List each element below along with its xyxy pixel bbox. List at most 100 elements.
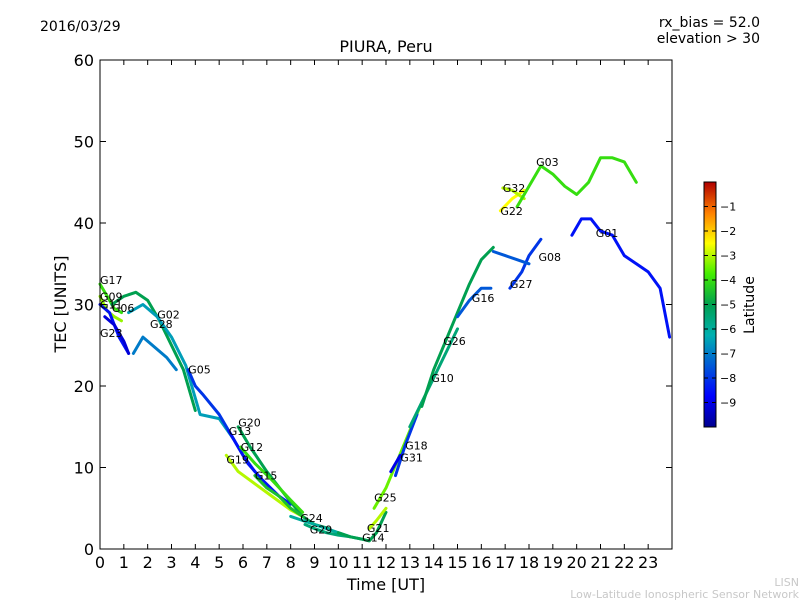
x-tick-label: 19 (543, 553, 563, 572)
bias-label: rx_bias = 52.0 (659, 15, 760, 31)
series-label-g05: G05 (188, 364, 211, 377)
colorbar-tick-label: −6 (720, 323, 736, 336)
series-line-g26 (420, 245, 495, 408)
footer-network: Low-Latitude Ionospheric Sensor Network (570, 588, 799, 600)
series-label-g26: G26 (443, 335, 466, 348)
x-tick-label: 9 (309, 553, 319, 572)
x-tick-label: 2 (143, 553, 153, 572)
colorbar-ticks: −1 −2 −3 −4 −5 −6 −7 −8 −9 (704, 201, 736, 410)
series-label-g31: G31 (400, 452, 423, 465)
x-tick-label: 18 (519, 553, 539, 572)
series-label-g11: G11 (100, 299, 123, 312)
series-label-g12: G12 (241, 441, 264, 454)
series-line-g22 (498, 188, 526, 213)
series-label-g29: G29 (310, 523, 333, 536)
x-tick-label: 21 (590, 553, 610, 572)
series-label-g02: G02 (157, 308, 180, 321)
series-line-g32 (501, 186, 526, 201)
colorbar-tick-label: −1 (720, 201, 736, 214)
series-label-g10: G10 (431, 372, 454, 385)
series-label-g15: G15 (255, 470, 278, 483)
y-tick-label: 30 (74, 296, 94, 315)
series-line-g18 (394, 413, 419, 478)
series-line-g17 (98, 282, 123, 315)
series-layer (98, 156, 672, 543)
x-tick-label: 5 (214, 553, 224, 572)
x-axis: 0 1 2 3 4 5 6 7 8 9 10 11 12 13 14 15 16 17 18 19 20 21 22 23 (95, 60, 658, 572)
x-tick-label: 17 (495, 553, 515, 572)
series-label-g23: G23 (100, 327, 123, 340)
series-line-g02 (127, 303, 235, 441)
series-line-g12 (239, 445, 305, 514)
series-line-g14 (336, 510, 388, 543)
y-tick-label: 10 (74, 459, 94, 478)
x-axis-label: Time [UT] (346, 575, 425, 594)
x-tick-label: 12 (376, 553, 396, 572)
plot-frame (99, 59, 673, 550)
y-axis: 0 10 20 30 40 50 60 (74, 51, 672, 559)
series-label-g19: G19 (226, 453, 249, 466)
series-label-g32: G32 (503, 182, 526, 195)
chart-title: PIURA, Peru (339, 37, 432, 56)
series-line-g06 (110, 290, 197, 412)
colorbar-tick-label: −4 (720, 274, 736, 287)
x-tick-label: 11 (352, 553, 372, 572)
series-label-g13: G13 (229, 425, 252, 438)
series-line-g03 (515, 156, 638, 209)
colorbar-label: Latitude (742, 276, 758, 334)
series-label-g18: G18 (405, 439, 428, 452)
y-axis-label: TEC [UNITS] (51, 256, 70, 354)
series-label-g08: G08 (539, 251, 562, 264)
series-line-g15 (253, 474, 305, 518)
x-tick-label: 23 (638, 553, 658, 572)
date-label: 2016/03/29 (40, 19, 121, 35)
x-tick-label: 20 (566, 553, 586, 572)
series-label-g01: G01 (596, 227, 619, 240)
series-line-g01 (570, 217, 672, 339)
colorbar-tick-label: −7 (720, 348, 736, 361)
y-tick-label: 40 (74, 214, 94, 233)
series-label-g28: G28 (150, 318, 173, 331)
series-label-g20: G20 (238, 417, 261, 430)
y-tick-label: 20 (74, 377, 94, 396)
series-line-g29 (303, 523, 352, 539)
x-tick-label: 7 (262, 553, 272, 572)
series-line-g23 (103, 315, 131, 355)
x-tick-label: 6 (238, 553, 248, 572)
y-tick-label: 60 (74, 51, 94, 70)
series-line-g21 (367, 506, 388, 531)
x-tick-label: 15 (447, 553, 467, 572)
x-tick-label: 1 (119, 553, 129, 572)
x-tick-label: 22 (614, 553, 634, 572)
series-label-g14: G14 (362, 532, 385, 545)
x-tick-label: 0 (95, 553, 105, 572)
colorbar-tick-label: −3 (720, 250, 736, 263)
series-line-g16 (456, 286, 493, 319)
elevation-label: elevation > 30 (657, 31, 760, 47)
series-label-g25: G25 (374, 492, 397, 505)
series-label-g17: G17 (100, 274, 123, 287)
series-label-g16: G16 (472, 292, 495, 305)
x-tick-label: 3 (166, 553, 176, 572)
series-label-g21: G21 (367, 522, 390, 535)
x-tick-label: 4 (190, 553, 200, 572)
series-label-g22: G22 (500, 205, 523, 218)
footer-lisn: LISN (774, 576, 799, 589)
series-label-g09: G09 (100, 290, 123, 303)
x-tick-label: 16 (471, 553, 491, 572)
colorbar-tick-label: −8 (720, 372, 736, 385)
x-tick-label: 10 (328, 553, 348, 572)
y-tick-label: 50 (74, 133, 94, 152)
colorbar-tick-label: −2 (720, 225, 736, 238)
series-label-g06: G06 (112, 302, 135, 315)
x-tick-label: 14 (423, 553, 443, 572)
series-label-g27: G27 (510, 278, 533, 291)
colorbar-tick-label: −9 (720, 397, 736, 410)
series-label-g03: G03 (536, 156, 559, 169)
colorbar-tick-label: −5 (720, 299, 736, 312)
series-line-g08 (491, 250, 531, 266)
series-line-g10 (408, 327, 459, 429)
x-tick-label: 8 (286, 553, 296, 572)
